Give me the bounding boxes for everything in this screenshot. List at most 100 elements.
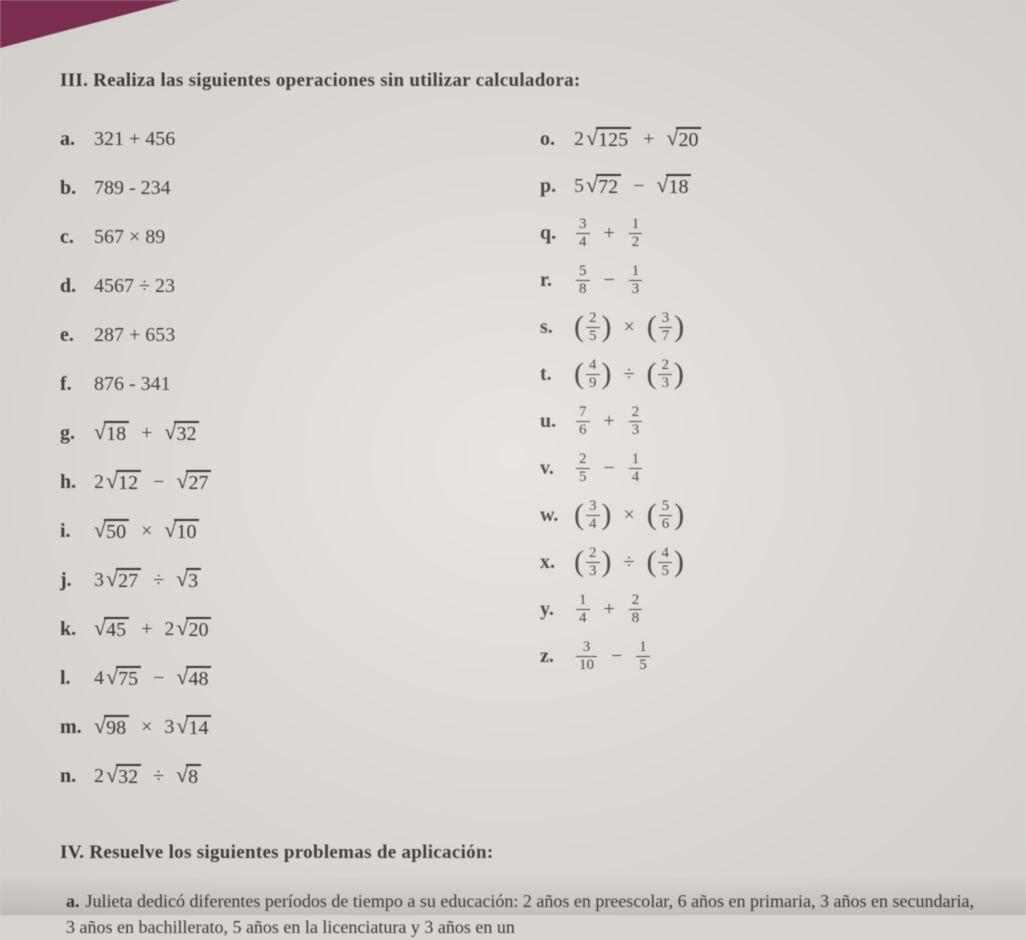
exercise-label: x. — [540, 551, 574, 574]
exercise-label: w. — [540, 504, 574, 527]
square-root: √98 — [94, 715, 129, 739]
exercise-label: y. — [540, 598, 574, 621]
exercise-content: √50×√10 — [94, 519, 199, 543]
square-root: √125 — [586, 127, 631, 151]
exercise-item: x.(23)÷(45) — [540, 543, 976, 581]
exercise-content: 287 + 653 — [94, 324, 175, 347]
numerator: 2 — [586, 546, 600, 562]
problem-a-label: a. — [66, 891, 80, 911]
fraction: 25 — [586, 311, 600, 344]
exercise-content: 34+12 — [574, 217, 644, 250]
exercise-label: h. — [60, 471, 94, 494]
denominator: 4 — [586, 515, 600, 532]
fraction: 25 — [576, 452, 590, 485]
numerator: 3 — [580, 640, 594, 656]
fraction: 45 — [658, 546, 672, 579]
operator: × — [624, 316, 635, 339]
square-root: √20 — [666, 127, 701, 151]
operator: − — [153, 471, 164, 494]
radicand: 18 — [104, 421, 129, 445]
square-root: √3 — [176, 568, 201, 592]
radicand: 18 — [666, 174, 691, 198]
exercise-content: 2√12−√27 — [94, 470, 211, 494]
exercise-content: (23)÷(45) — [574, 546, 684, 579]
square-root: √48 — [176, 666, 211, 690]
right-paren: ) — [674, 362, 684, 386]
fraction: 23 — [658, 358, 672, 391]
radicand: 98 — [104, 715, 129, 739]
operator: + — [604, 598, 615, 621]
radicand: 75 — [116, 666, 141, 690]
exercise-label: q. — [540, 222, 574, 245]
exercise-item: f.876 - 341 — [60, 365, 480, 403]
radicand: 8 — [186, 764, 201, 788]
parenthesized-fraction: (25) — [574, 311, 612, 344]
exercise-label: k. — [60, 618, 94, 641]
fraction: 28 — [629, 593, 643, 626]
fraction: 49 — [586, 358, 600, 391]
exercise-column-left: a.321 + 456b.789 - 234c.567 × 89d.4567 ÷… — [60, 120, 480, 806]
parenthesized-fraction: (23) — [574, 546, 612, 579]
left-paren: ( — [647, 503, 657, 527]
exercise-item: z.310−15 — [540, 637, 976, 675]
denominator: 3 — [629, 421, 643, 438]
exercise-label: c. — [60, 226, 94, 249]
fraction: 76 — [576, 405, 590, 438]
operator: − — [604, 269, 615, 292]
exercise-item: e.287 + 653 — [60, 316, 480, 354]
exercise-item: u.76+23 — [540, 402, 976, 440]
exercise-item: t.(49)÷(23) — [540, 355, 976, 393]
denominator: 4 — [629, 468, 643, 485]
exercise-label: s. — [540, 316, 574, 339]
numerator: 4 — [658, 546, 672, 562]
square-root: √8 — [176, 764, 201, 788]
operator: + — [604, 222, 615, 245]
exercise-label: g. — [60, 422, 94, 445]
denominator: 10 — [576, 656, 597, 673]
operator: + — [141, 422, 152, 445]
exercise-item: w.(34)×(56) — [540, 496, 976, 534]
fraction: 58 — [576, 264, 590, 297]
exercise-content: (49)÷(23) — [574, 358, 684, 391]
denominator: 5 — [586, 327, 600, 344]
exercise-item: l.4√75−√48 — [60, 659, 480, 697]
denominator: 8 — [629, 609, 643, 626]
exercise-item: p.5√72−√18 — [540, 167, 976, 205]
exercise-label: d. — [60, 275, 94, 298]
operator: ÷ — [153, 765, 164, 788]
radicand: 3 — [186, 568, 201, 592]
exercise-content: 567 × 89 — [94, 226, 165, 249]
numerator: 1 — [629, 452, 643, 468]
exercise-item: i.√50×√10 — [60, 512, 480, 550]
denominator: 5 — [658, 562, 672, 579]
exercise-label: z. — [540, 645, 574, 668]
radicand: 27 — [186, 470, 211, 494]
exercise-content: 3√27÷√3 — [94, 568, 201, 592]
exercise-content: (25)×(37) — [574, 311, 684, 344]
exercise-label: u. — [540, 410, 574, 433]
square-root: √27 — [176, 470, 211, 494]
operator: ÷ — [624, 551, 635, 574]
right-paren: ) — [602, 362, 612, 386]
numerator: 2 — [586, 311, 600, 327]
operator: − — [633, 175, 644, 198]
radicand: 125 — [596, 127, 631, 151]
numerator: 2 — [576, 452, 590, 468]
denominator: 4 — [576, 609, 590, 626]
exercise-label: b. — [60, 177, 94, 200]
radicand: 14 — [186, 715, 211, 739]
fraction: 14 — [629, 452, 643, 485]
radicand: 48 — [186, 666, 211, 690]
square-root: √32 — [106, 764, 141, 788]
denominator: 8 — [576, 280, 590, 297]
denominator: 9 — [586, 374, 600, 391]
exercise-content: 14+28 — [574, 593, 644, 626]
exercise-item: m.√98×3√14 — [60, 708, 480, 746]
exercise-content: √18+√32 — [94, 421, 199, 445]
fraction: 23 — [629, 405, 643, 438]
left-paren: ( — [647, 315, 657, 339]
radicand: 10 — [174, 519, 199, 543]
exercise-content: 2√125+√20 — [574, 127, 701, 151]
right-paren: ) — [674, 503, 684, 527]
right-paren: ) — [674, 550, 684, 574]
